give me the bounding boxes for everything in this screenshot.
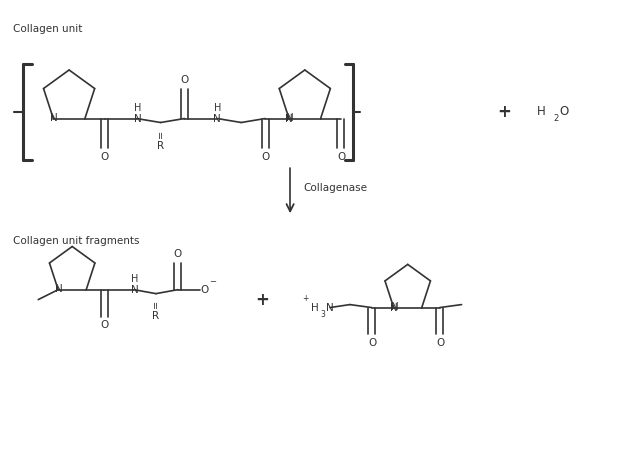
- Text: N: N: [391, 301, 399, 312]
- Text: +: +: [302, 294, 308, 303]
- Text: O: O: [261, 152, 269, 162]
- Text: N: N: [51, 112, 58, 123]
- Text: O: O: [180, 75, 189, 85]
- Text: N: N: [134, 114, 141, 124]
- Text: O: O: [100, 152, 109, 162]
- Text: N: N: [285, 114, 293, 124]
- Text: R: R: [152, 310, 159, 321]
- Text: =: =: [156, 129, 166, 138]
- Text: +: +: [255, 291, 269, 308]
- Text: O: O: [100, 321, 108, 330]
- Text: H: H: [134, 102, 141, 113]
- Text: +: +: [497, 103, 511, 121]
- Text: N: N: [131, 285, 139, 295]
- Text: 2: 2: [554, 114, 559, 123]
- Text: O: O: [173, 249, 182, 259]
- Text: N: N: [214, 114, 221, 124]
- Text: H: H: [537, 105, 545, 118]
- Text: N: N: [55, 284, 63, 294]
- Text: N: N: [326, 302, 334, 313]
- Text: R: R: [157, 141, 164, 151]
- Text: O: O: [337, 152, 346, 162]
- Text: Collagenase: Collagenase: [303, 183, 367, 193]
- Text: −: −: [209, 277, 216, 286]
- Text: H: H: [131, 274, 139, 284]
- Text: N: N: [286, 112, 294, 123]
- Text: O: O: [200, 285, 209, 295]
- Text: N: N: [390, 302, 397, 313]
- Text: O: O: [559, 105, 568, 118]
- Text: H: H: [311, 302, 319, 313]
- Text: O: O: [436, 338, 445, 348]
- Text: 3: 3: [321, 310, 325, 319]
- Text: O: O: [369, 338, 377, 348]
- Text: Collagen unit fragments: Collagen unit fragments: [13, 236, 140, 246]
- Text: =: =: [151, 300, 161, 307]
- Text: H: H: [214, 102, 221, 113]
- Text: Collagen unit: Collagen unit: [13, 24, 83, 34]
